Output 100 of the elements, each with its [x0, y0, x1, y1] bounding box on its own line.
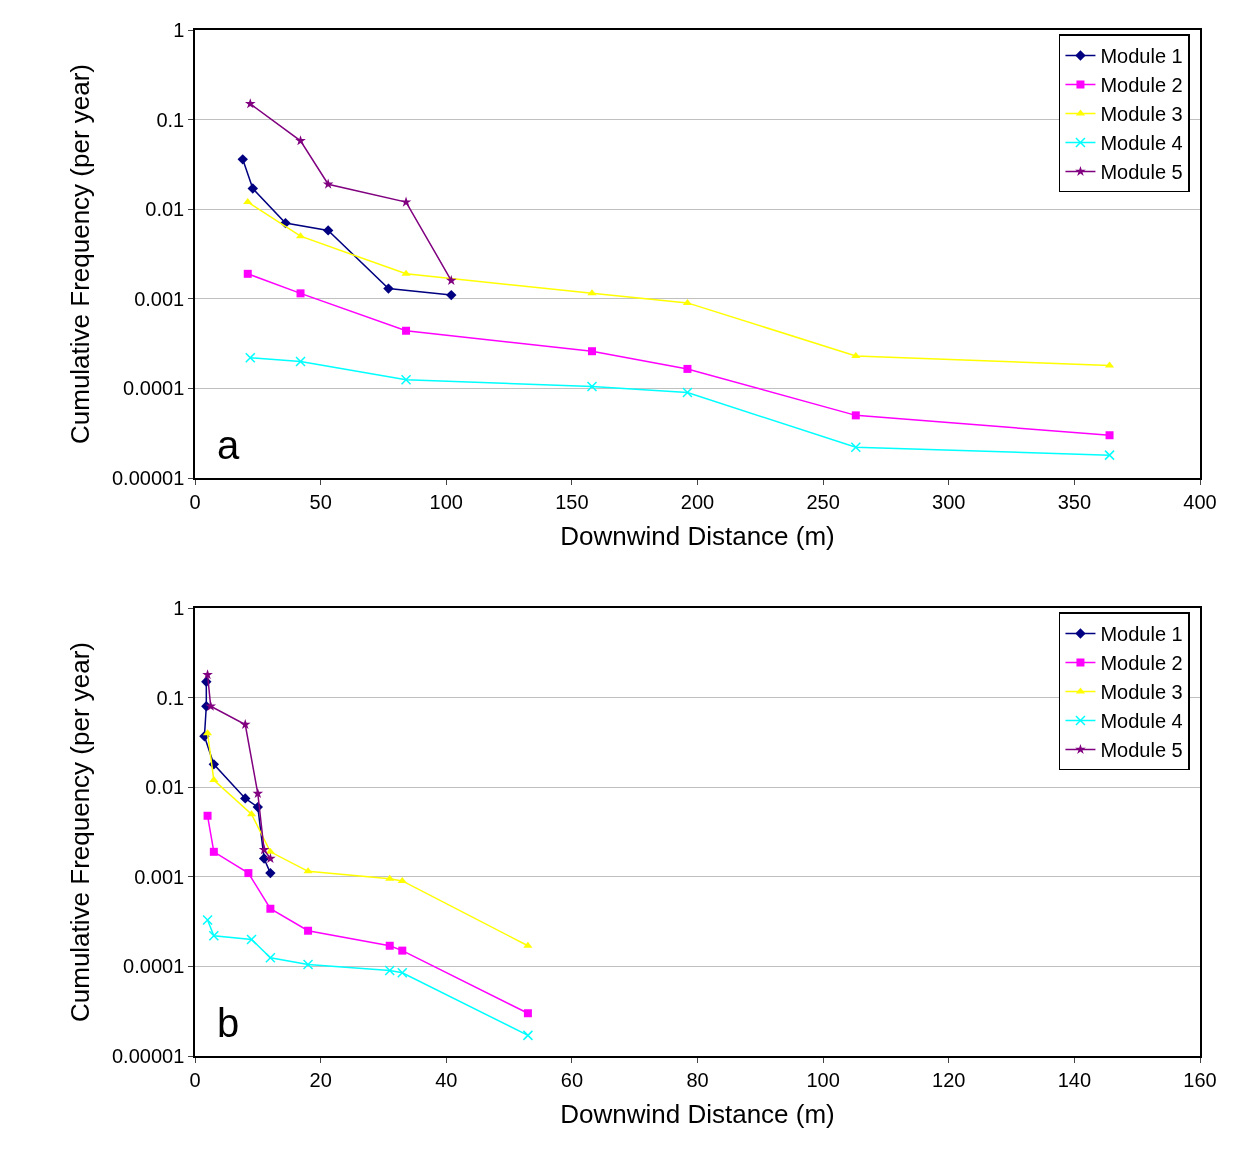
point: [1105, 431, 1114, 440]
point: [383, 283, 394, 294]
point: [586, 381, 598, 392]
x-tick-label: 400: [1183, 490, 1217, 513]
point: [265, 847, 275, 854]
y-tick-label: 1: [173, 19, 185, 41]
y-tick-label: 0.001: [134, 287, 185, 310]
point: [239, 718, 251, 730]
annotation: b: [217, 1001, 240, 1045]
legend-label: Module 1: [1100, 45, 1183, 68]
point: [682, 387, 693, 398]
y-tick-label: 0.1: [156, 108, 185, 131]
legend-label: Module 4: [1100, 710, 1183, 733]
point: [446, 289, 457, 301]
point: [851, 411, 860, 420]
point: [385, 874, 395, 881]
x-tick-label: 250: [806, 490, 840, 513]
point: [266, 904, 275, 913]
point: [237, 154, 248, 165]
legend-label: Module 2: [1100, 74, 1183, 97]
x-tick-label: 150: [555, 490, 589, 513]
point: [202, 669, 213, 680]
x-tick-label: 300: [932, 490, 966, 513]
point: [322, 178, 334, 189]
x-tick-label: 0: [189, 1068, 201, 1091]
legend-label: Module 1: [1100, 623, 1183, 646]
point: [209, 847, 218, 856]
point: [385, 941, 394, 950]
point: [265, 852, 276, 864]
x-tick-label: 140: [1057, 1068, 1092, 1091]
point: [522, 1030, 534, 1041]
x-tick-label: 350: [1057, 490, 1092, 513]
x-tick-label: 20: [309, 1068, 332, 1091]
x-tick-label: 100: [806, 1068, 840, 1091]
y-tick-label: 0.001: [134, 865, 185, 888]
y-tick-label: 0.1: [156, 686, 185, 709]
x-tick-label: 0: [189, 490, 201, 513]
point: [397, 876, 407, 883]
annotation: a: [217, 423, 240, 467]
point: [202, 914, 213, 926]
x-tick-label: 200: [680, 490, 715, 513]
point: [851, 351, 861, 358]
x-tick-label: 160: [1183, 1068, 1217, 1091]
point: [322, 225, 334, 236]
y-tick-label: 0.0001: [123, 955, 185, 978]
point: [398, 946, 407, 955]
x-tick-label: 50: [309, 490, 332, 513]
legend-label: Module 2: [1100, 652, 1183, 675]
point: [397, 967, 408, 978]
point: [208, 930, 220, 941]
y-tick-label: 0.01: [145, 776, 185, 799]
point: [265, 952, 276, 963]
x-tick-label: 120: [932, 1068, 966, 1091]
point: [587, 347, 596, 356]
x-axis-title: Downwind Distance (m): [560, 520, 835, 551]
point: [252, 787, 264, 799]
point: [295, 356, 306, 367]
point: [246, 934, 257, 945]
y-axis-title: Cumulative Frequency (per year): [64, 63, 95, 445]
point: [243, 269, 252, 278]
point: [683, 364, 692, 373]
legend-label: Module 4: [1100, 132, 1183, 155]
point: [265, 867, 276, 879]
point: [1104, 449, 1115, 461]
point: [402, 326, 411, 335]
point: [244, 869, 253, 878]
point: [523, 1009, 532, 1018]
x-tick-label: 100: [429, 490, 463, 513]
point: [209, 776, 219, 783]
legend-label: Module 3: [1100, 103, 1183, 126]
point: [400, 196, 412, 207]
point: [244, 98, 256, 109]
y-tick-label: 0.00001: [111, 467, 185, 489]
point: [302, 959, 314, 970]
point: [401, 269, 411, 276]
point: [245, 352, 256, 363]
point: [203, 811, 212, 820]
point: [304, 926, 313, 935]
point: [445, 274, 457, 286]
point: [240, 793, 251, 804]
point: [295, 135, 306, 146]
point: [400, 374, 412, 385]
point: [850, 442, 862, 453]
point: [247, 183, 258, 194]
legend-label: Module 3: [1100, 681, 1183, 704]
y-tick-label: 0.0001: [123, 377, 185, 400]
x-tick-label: 80: [686, 1068, 709, 1091]
point: [258, 844, 270, 855]
point: [243, 198, 253, 205]
y-tick-label: 1: [173, 597, 185, 619]
point: [384, 965, 395, 976]
x-tick-label: 40: [435, 1068, 458, 1091]
x-axis-title: Downwind Distance (m): [560, 1098, 835, 1129]
point: [523, 941, 533, 948]
point: [296, 289, 305, 298]
y-tick-label: 0.00001: [111, 1045, 185, 1067]
y-tick-label: 0.01: [145, 198, 185, 221]
legend-label: Module 5: [1100, 161, 1183, 184]
x-tick-label: 60: [560, 1068, 584, 1091]
y-axis-title: Cumulative Frequency (per year): [64, 641, 95, 1023]
